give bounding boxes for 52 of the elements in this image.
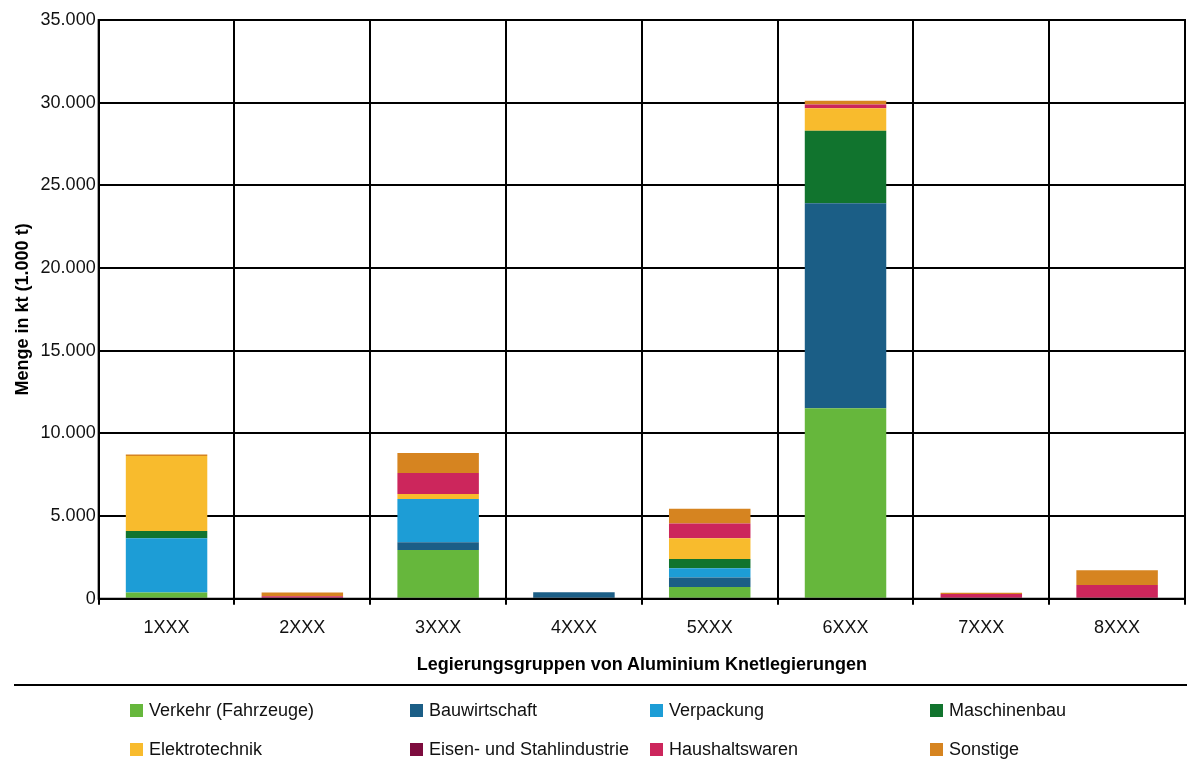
bar xyxy=(397,550,479,598)
bar xyxy=(397,494,479,500)
legend-label: Haushaltswaren xyxy=(669,739,799,760)
y-tick-label: 35.000 xyxy=(40,8,96,29)
legend-label: Elektrotechnik xyxy=(149,739,263,760)
bar xyxy=(397,499,479,543)
bar xyxy=(668,558,751,569)
x-tick-label: 1XXX xyxy=(143,616,190,637)
bar xyxy=(533,592,615,598)
y-tick-label: 30.000 xyxy=(40,91,96,112)
legend-label: Verkehr (Fahrzeuge) xyxy=(149,700,315,721)
bar xyxy=(125,592,208,598)
bar xyxy=(668,508,751,524)
y-tick-label: 5.000 xyxy=(50,505,96,526)
bar xyxy=(804,130,887,204)
x-tick-label: 7XXX xyxy=(958,616,1005,637)
bar xyxy=(804,408,887,598)
bar xyxy=(397,473,479,495)
y-tick-label: 15.000 xyxy=(40,339,96,360)
bar xyxy=(804,108,887,131)
y-tick-label: 20.000 xyxy=(40,257,96,278)
bar xyxy=(668,538,751,559)
bar xyxy=(125,538,208,593)
y-axis-title: Menge in kt (1.000 t) xyxy=(11,223,32,396)
y-tick-label: 25.000 xyxy=(40,174,96,195)
bar xyxy=(125,531,208,539)
legend-label: Maschinenbau xyxy=(949,700,1067,721)
x-tick-label: 5XXX xyxy=(686,616,733,637)
legend-label: Verpackung xyxy=(669,700,765,721)
bar xyxy=(940,594,1023,598)
x-tick-label: 8XXX xyxy=(1094,616,1141,637)
bar xyxy=(125,455,208,531)
bar xyxy=(668,523,751,539)
x-tick-label: 2XXX xyxy=(279,616,326,637)
legend-label: Eisen- und Stahlindustrie xyxy=(429,739,630,760)
bar xyxy=(804,203,887,409)
bar xyxy=(804,100,887,105)
bar xyxy=(397,542,479,551)
x-tick-label: 6XXX xyxy=(822,616,869,637)
bar xyxy=(397,452,479,474)
x-tick-label: 4XXX xyxy=(550,616,597,637)
bar xyxy=(668,586,751,598)
x-axis-title: Legierungsgruppen von Aluminium Knetlegierungen xyxy=(416,654,868,675)
y-tick-label: 10.000 xyxy=(40,422,96,443)
legend-label: Bauwirtschaft xyxy=(429,700,538,721)
x-tick-label: 3XXX xyxy=(415,616,462,637)
bar xyxy=(668,568,751,578)
bar xyxy=(1076,570,1158,585)
bar xyxy=(1076,584,1158,598)
bar xyxy=(668,577,751,587)
y-tick-label: 0 xyxy=(85,587,96,608)
legend-label: Sonstige xyxy=(949,739,1020,760)
